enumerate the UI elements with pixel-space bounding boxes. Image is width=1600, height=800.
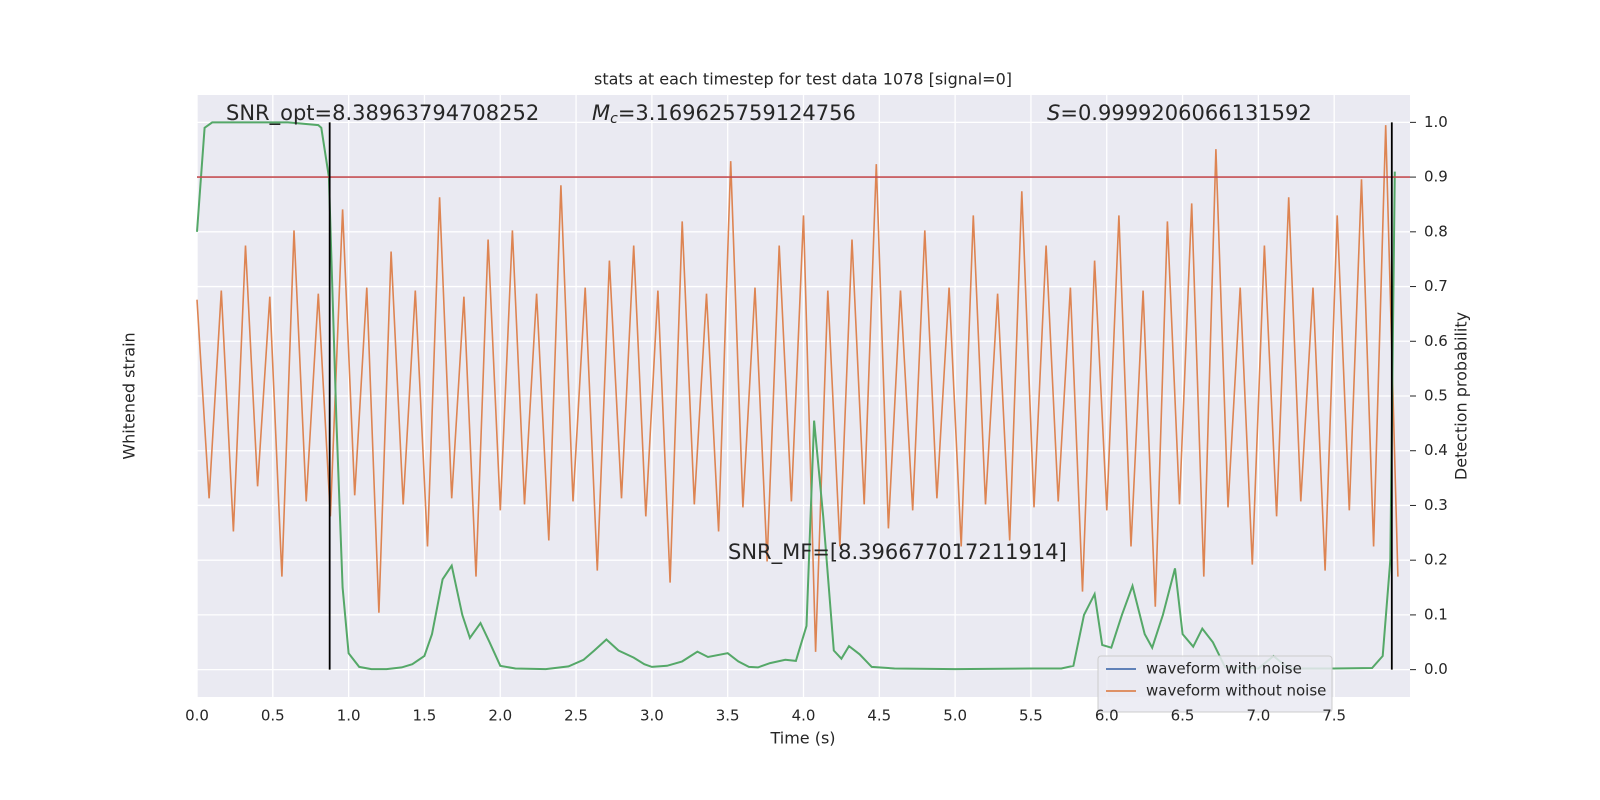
annotations: SNR_opt=8.38963794708252 Mc=3.1696257591… [226, 101, 1312, 565]
x-tick-label: 0.5 [261, 707, 285, 725]
y2-tick-label: 0.6 [1424, 332, 1448, 350]
x-tick-label: 7.0 [1246, 707, 1270, 725]
y2-tick-label: 0.5 [1424, 387, 1448, 405]
series-line [196, 121, 1396, 671]
chart-title: stats at each timestep for test data 107… [594, 70, 1012, 89]
y-axis-label: Whitened strain [120, 332, 139, 459]
x-tick-label: 4.0 [792, 707, 816, 725]
annotation-symbol: M [592, 101, 610, 125]
y2-tick-label: 0.9 [1424, 168, 1448, 186]
y2-tick-label: 0.2 [1424, 551, 1448, 569]
x-tick-label: 6.5 [1171, 707, 1195, 725]
x-tick-label: 1.0 [337, 707, 361, 725]
annotation: SNR_MF=[8.396677017211914] [728, 540, 1067, 565]
x-tick-label: 2.0 [488, 707, 512, 725]
y2-tick-label: 1.0 [1424, 113, 1448, 131]
x-tick-label: 3.0 [640, 707, 664, 725]
x-tick-label: 2.5 [564, 707, 588, 725]
y2-axis-label: Detection probability [1452, 312, 1471, 480]
y2-tick-label: 0.4 [1424, 441, 1448, 459]
legend-label: waveform without noise [1146, 682, 1326, 700]
x-tick-label: 0.0 [185, 707, 209, 725]
annotation-subscript: c [610, 111, 618, 127]
annotation-text: =3.169625759124756 [618, 101, 856, 125]
y2-tick-label: 0.7 [1424, 277, 1448, 295]
legend: waveform with noise waveform without nois… [1097, 655, 1333, 713]
x-tick-label: 4.5 [867, 707, 891, 725]
x-tick-label: 1.5 [413, 707, 437, 725]
annotation: S=0.9999206066131592 [1047, 101, 1312, 125]
x-tick-label: 6.0 [1095, 707, 1119, 725]
annotation-text: =0.9999206066131592 [1060, 101, 1311, 125]
x-tick-label: 5.0 [943, 707, 967, 725]
marks [196, 121, 1410, 671]
series-line [196, 125, 1399, 652]
x-tick-label: 3.5 [716, 707, 740, 725]
annotation-symbol: S [1047, 101, 1060, 125]
x-axis-label: Time (s) [769, 729, 835, 748]
y2-tick-label: 0.1 [1424, 605, 1448, 623]
x-tick-label: 7.5 [1322, 707, 1346, 725]
legend-label: waveform with noise [1146, 660, 1302, 678]
y2-tick-label: 0.8 [1424, 222, 1448, 240]
legend-box [1097, 655, 1333, 713]
x-tick-label: 5.5 [1019, 707, 1043, 725]
annotation: SNR_opt=8.38963794708252 [226, 101, 539, 126]
y2-tick-label: 0.3 [1424, 496, 1448, 514]
y2-tick-label: 0.0 [1424, 660, 1448, 678]
annotation: Mc=3.169625759124756 [592, 101, 856, 127]
